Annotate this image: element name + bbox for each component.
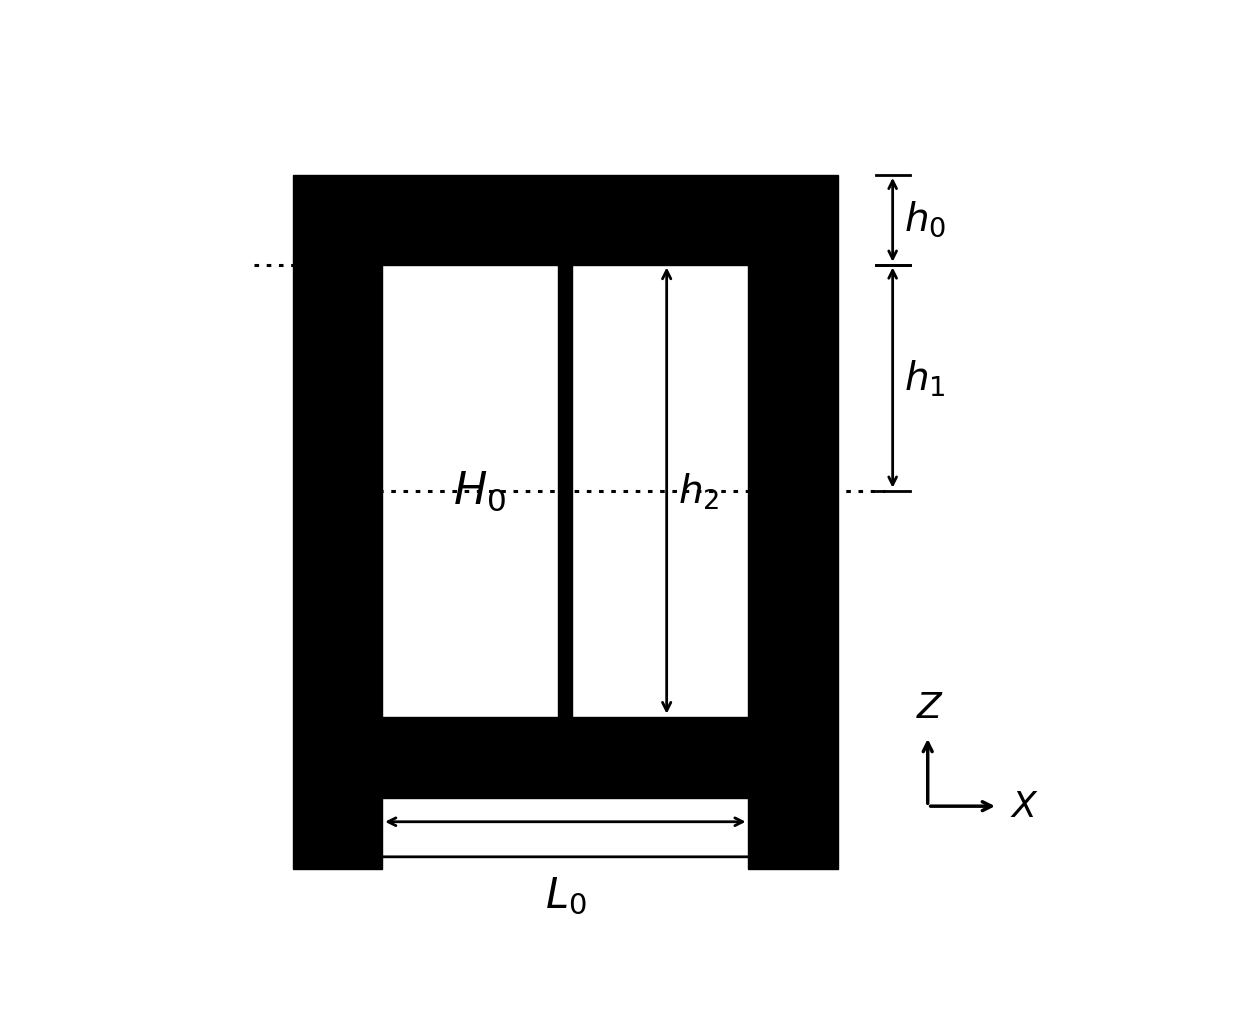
Bar — [749, 265, 838, 717]
Text: $\mathit{H_0}$: $\mathit{H_0}$ — [453, 469, 506, 513]
Bar — [382, 265, 749, 717]
Text: $\mathit{h_1}$: $\mathit{h_1}$ — [904, 358, 946, 398]
Text: $\mathit{Z}$: $\mathit{Z}$ — [916, 691, 944, 725]
Text: $\mathit{h_2}$: $\mathit{h_2}$ — [678, 471, 719, 512]
Bar — [293, 176, 838, 265]
Bar — [749, 799, 838, 868]
Text: $\mathit{X}$: $\mathit{X}$ — [1009, 790, 1038, 823]
Bar — [293, 717, 838, 799]
Text: $\mathit{h_0}$: $\mathit{h_0}$ — [904, 199, 946, 239]
Text: $\mathit{L_0}$: $\mathit{L_0}$ — [544, 875, 587, 916]
Bar — [293, 799, 382, 868]
Text: $\mathit{l}$: $\mathit{l}$ — [559, 763, 572, 805]
Bar — [293, 265, 382, 717]
Bar — [558, 265, 573, 717]
